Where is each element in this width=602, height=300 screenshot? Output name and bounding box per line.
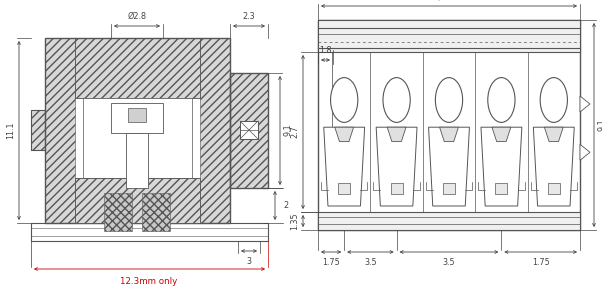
Bar xyxy=(495,183,507,194)
Text: 1.35: 1.35 xyxy=(291,212,300,230)
Bar xyxy=(126,133,148,188)
Bar xyxy=(318,20,580,230)
Polygon shape xyxy=(439,127,459,142)
Bar xyxy=(391,183,403,194)
Polygon shape xyxy=(580,144,590,160)
Bar xyxy=(31,110,45,150)
Text: 1.75: 1.75 xyxy=(322,258,340,267)
Bar xyxy=(230,73,268,188)
Text: 3.5: 3.5 xyxy=(442,258,455,267)
Bar xyxy=(318,212,580,230)
Bar xyxy=(200,38,230,223)
Bar xyxy=(83,98,192,178)
Polygon shape xyxy=(533,127,574,206)
Text: 9.1: 9.1 xyxy=(284,124,293,136)
Text: 12.3mm only: 12.3mm only xyxy=(120,277,178,286)
Polygon shape xyxy=(376,127,417,206)
Polygon shape xyxy=(335,127,353,142)
Polygon shape xyxy=(481,127,522,206)
Text: 1.75: 1.75 xyxy=(532,258,550,267)
Polygon shape xyxy=(580,96,590,112)
Text: 9.1: 9.1 xyxy=(598,119,602,131)
Bar xyxy=(318,20,580,52)
Text: 1.8: 1.8 xyxy=(318,46,331,55)
Bar xyxy=(75,38,200,98)
Bar xyxy=(338,183,350,194)
Ellipse shape xyxy=(540,78,568,122)
Bar xyxy=(111,103,163,133)
Polygon shape xyxy=(429,127,470,206)
Bar xyxy=(240,121,258,139)
Ellipse shape xyxy=(330,78,358,122)
Bar xyxy=(75,38,200,98)
Bar xyxy=(45,38,75,223)
Polygon shape xyxy=(324,127,365,206)
Bar xyxy=(75,178,200,223)
Text: Ø2.8: Ø2.8 xyxy=(128,12,146,21)
Text: 3.5: 3.5 xyxy=(364,258,377,267)
Text: Poles / Poli x 3.5: Poles / Poli x 3.5 xyxy=(414,0,485,1)
Polygon shape xyxy=(387,127,406,142)
Text: 2.3: 2.3 xyxy=(243,12,255,21)
Polygon shape xyxy=(544,127,563,142)
Bar xyxy=(31,110,45,150)
Bar xyxy=(75,178,200,223)
Polygon shape xyxy=(492,127,511,142)
Ellipse shape xyxy=(383,78,410,122)
Ellipse shape xyxy=(488,78,515,122)
Bar xyxy=(31,223,268,241)
Bar xyxy=(443,183,455,194)
Text: 2.7: 2.7 xyxy=(291,126,300,138)
Bar xyxy=(230,73,268,188)
Bar xyxy=(128,108,146,122)
Bar xyxy=(142,193,170,231)
Ellipse shape xyxy=(435,78,462,122)
Bar xyxy=(548,183,560,194)
Bar xyxy=(45,38,230,223)
Text: 11.1: 11.1 xyxy=(7,121,16,139)
Text: 2: 2 xyxy=(283,200,288,209)
Bar xyxy=(104,193,132,231)
Text: 3: 3 xyxy=(246,257,252,266)
